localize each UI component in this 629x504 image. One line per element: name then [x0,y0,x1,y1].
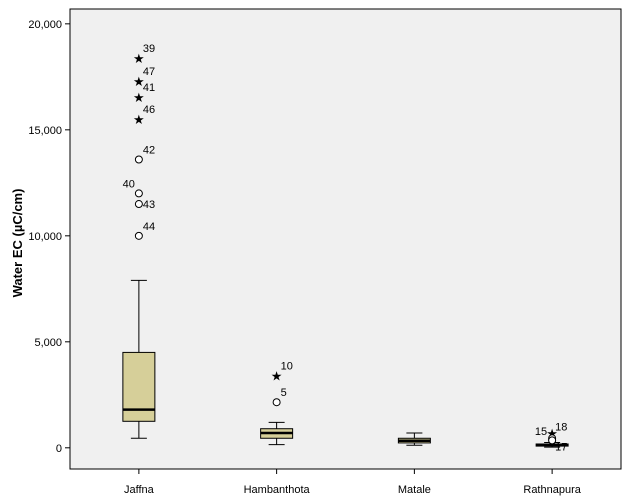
y-axis: 0 5,000 10,000 15,000 20,000 [28,19,70,455]
outlier-star: ★ [133,75,145,90]
outlier-label: 40 [123,178,135,190]
outlier-circle [134,231,143,240]
outlier-label: 39 [143,43,155,55]
outlier-label: 5 [281,387,287,399]
x-tick-label: Hambanthota [244,484,311,496]
box [122,351,156,422]
outlier-star: ★ [271,370,283,385]
outlier-star: ★ [133,52,145,67]
y-tick-label: 0 [56,443,62,455]
outlier-circle [134,200,143,209]
outlier-star: ★ [133,91,145,106]
outlier-label: 46 [143,104,155,116]
x-tick-label: Jaffna [124,484,155,496]
x-tick-label: Rathnapura [523,484,581,496]
outlier-circle [134,189,143,198]
plot-area [69,8,622,470]
outlier-label: 15 [535,426,547,438]
outlier-circle [134,155,143,164]
outlier-label: 17 [555,441,567,453]
outlier-label: 42 [143,145,155,157]
y-tick-label: 5,000 [34,337,62,349]
outlier-star: ★ [133,113,145,128]
outlier-circle [548,436,557,445]
outlier-label: 18 [555,421,567,433]
y-tick-label: 10,000 [28,231,62,243]
x-tick-label: Matale [398,484,431,496]
outlier-label: 41 [143,82,155,94]
outlier-circle [272,398,281,407]
outlier-label: 43 [143,199,155,211]
y-tick-label: 20,000 [28,19,62,31]
y-axis-title: Water EC (µC/cm) [10,189,25,298]
x-axis: Jaffna Hambanthota Matale Rathnapura [124,469,582,496]
box-group-matale [397,432,431,446]
outlier-label: 10 [281,361,293,373]
box-group-hambanthota: ★10 5 [260,361,294,446]
outlier-label: 44 [143,221,155,233]
outlier-label: 47 [143,66,155,78]
y-tick-label: 15,000 [28,125,62,137]
